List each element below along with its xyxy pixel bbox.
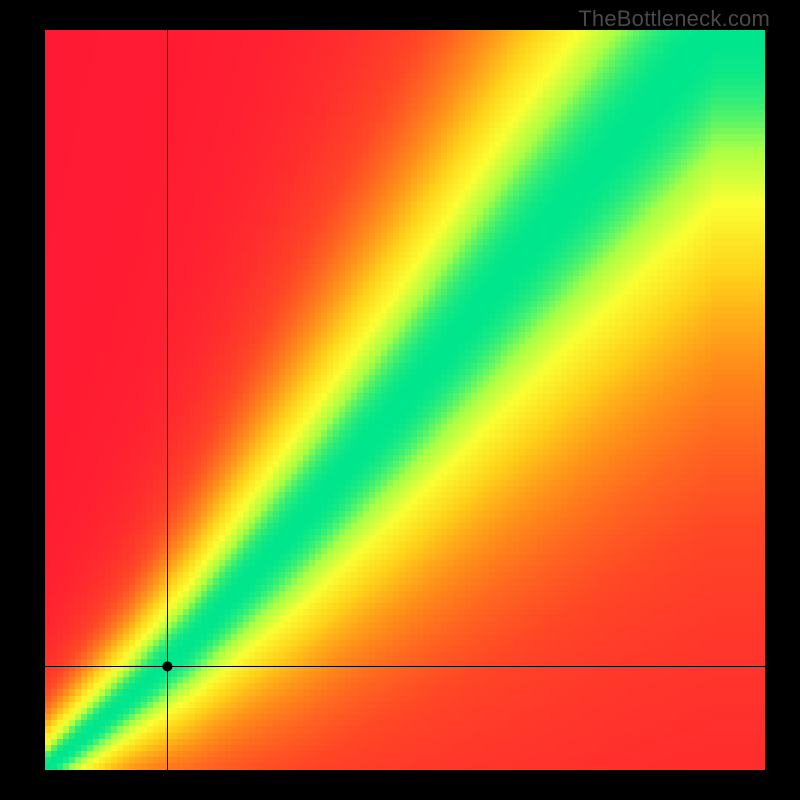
- watermark-text: TheBottleneck.com: [578, 6, 770, 32]
- bottleneck-heatmap: [45, 30, 765, 770]
